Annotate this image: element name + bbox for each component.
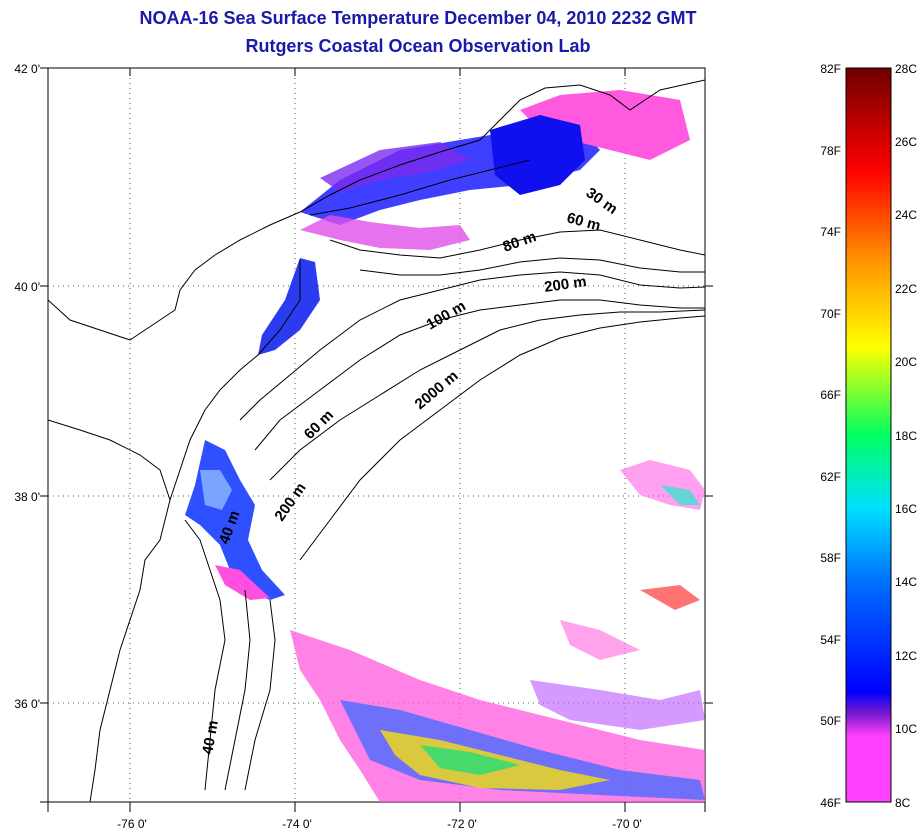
lat-tick-label: 42 0': [14, 62, 40, 76]
lon-tick-label: -72 0': [447, 817, 477, 831]
colorbar-f-label: 54F: [820, 633, 841, 647]
colorbar-c-label: 26C: [895, 135, 917, 149]
colorbar-f-label: 78F: [820, 144, 841, 158]
colorbar-c-label: 24C: [895, 208, 917, 222]
colorbar-c-label: 10C: [895, 722, 917, 736]
colorbar-c-label: 14C: [895, 575, 917, 589]
colorbar-c-label: 28C: [895, 62, 917, 76]
longitude-labels: -76 0' -74 0' -72 0' -70 0': [117, 817, 642, 831]
lon-tick-label: -74 0': [282, 817, 312, 831]
colorbar-c-label: 16C: [895, 502, 917, 516]
map-title: NOAA-16 Sea Surface Temperature December…: [139, 8, 697, 28]
coastline-contours: [48, 79, 705, 802]
colorbar-f-label: 62F: [820, 470, 841, 484]
colorbar-c-label: 18C: [895, 429, 917, 443]
axis-ticks: [40, 67, 713, 812]
colorbar-f-label: 58F: [820, 551, 841, 565]
latitude-labels: 42 0' 40 0' 38 0' 36 0': [14, 62, 40, 711]
colorbar-f-label: 70F: [820, 307, 841, 321]
contour-label: 200 m: [543, 273, 587, 296]
lat-tick-label: 38 0': [14, 490, 40, 504]
contour-label: 40 m: [199, 719, 222, 756]
lat-tick-label: 36 0': [14, 697, 40, 711]
colorbar-c-label: 12C: [895, 649, 917, 663]
colorbar-c-label: 20C: [895, 355, 917, 369]
colorbar-f-label: 46F: [820, 796, 841, 810]
colorbar-f-labels: 82F 78F 74F 70F 66F 62F 58F 54F 50F 46F: [820, 62, 841, 810]
sst-data-layer: [185, 90, 705, 802]
colorbar-f-label: 74F: [820, 225, 841, 239]
colorbar-c-label: 22C: [895, 282, 917, 296]
colorbar-c-label: 8C: [895, 796, 911, 810]
lon-tick-label: -70 0': [612, 817, 642, 831]
colorbar-f-label: 50F: [820, 714, 841, 728]
colorbar-c-labels: 28C 26C 24C 22C 20C 18C 16C 14C 12C 10C …: [895, 62, 917, 810]
colorbar-f-label: 66F: [820, 388, 841, 402]
lon-tick-label: -76 0': [117, 817, 147, 831]
colorbar-f-label: 82F: [820, 62, 841, 76]
map-subtitle: Rutgers Coastal Ocean Observation Lab: [245, 36, 591, 56]
lat-tick-label: 40 0': [14, 280, 40, 294]
colorbar: [845, 67, 892, 803]
